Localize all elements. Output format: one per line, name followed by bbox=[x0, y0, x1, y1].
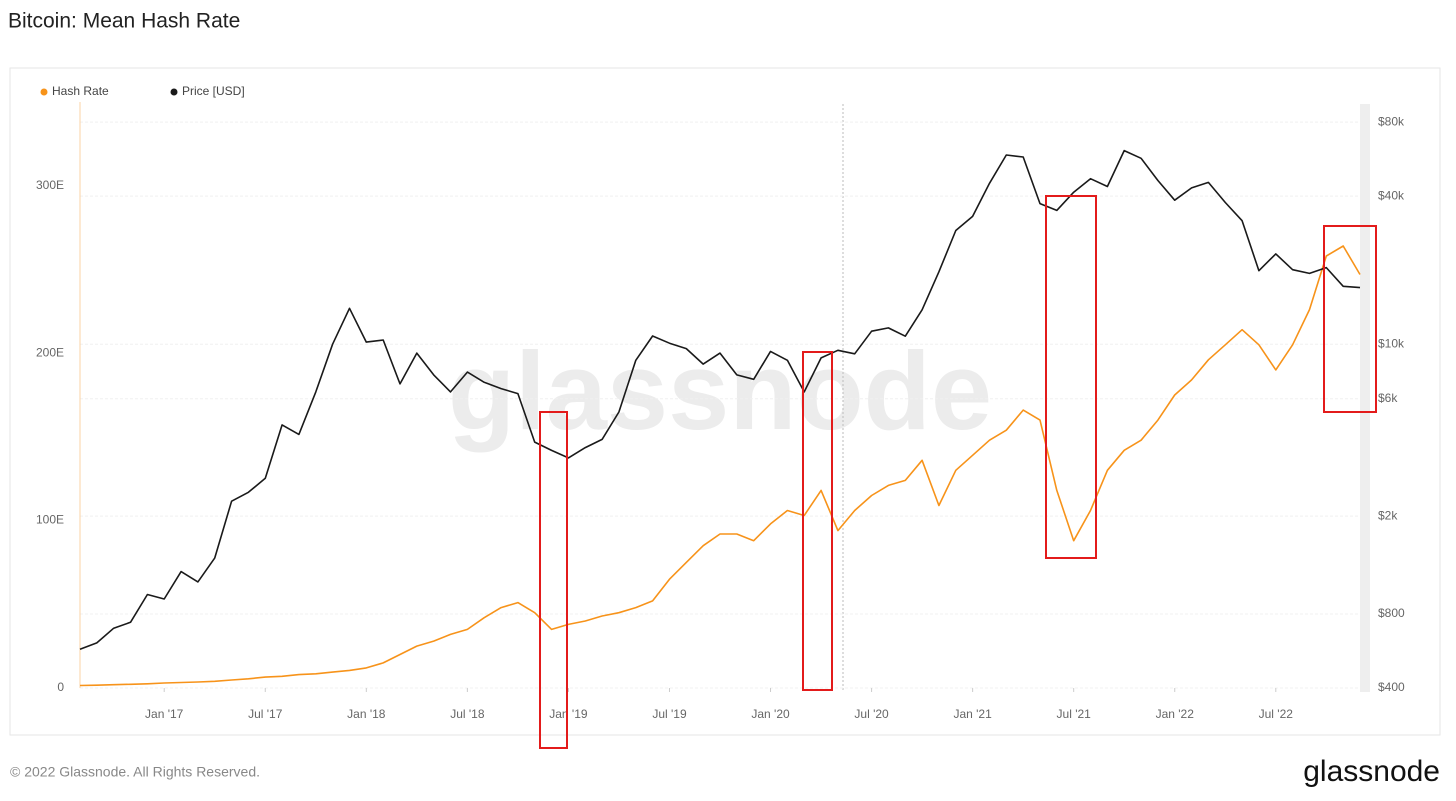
chart-title: Bitcoin: Mean Hash Rate bbox=[8, 10, 240, 33]
legend-marker bbox=[40, 88, 48, 96]
x-tick-label: Jan '19 bbox=[549, 707, 588, 721]
x-tick-label: Jul '19 bbox=[652, 707, 687, 721]
y2-tick-label: $80k bbox=[1378, 114, 1405, 128]
x-tick-label: Jul '18 bbox=[450, 707, 485, 721]
x-tick-label: Jan '21 bbox=[953, 707, 992, 721]
x-tick-label: Jan '22 bbox=[1156, 707, 1195, 721]
x-tick-label: Jan '18 bbox=[347, 707, 386, 721]
highlight-box bbox=[802, 351, 833, 691]
x-tick-label: Jan '17 bbox=[145, 707, 184, 721]
footer: © 2022 Glassnode. All Rights Reserved. bbox=[10, 764, 260, 780]
y2-tick-label: $10k bbox=[1378, 336, 1405, 350]
highlight-box bbox=[1045, 195, 1097, 559]
x-tick-label: Jul '22 bbox=[1259, 707, 1294, 721]
y-tick-label: 100E bbox=[36, 513, 64, 527]
series-line bbox=[79, 245, 1361, 687]
y-tick-label: 200E bbox=[36, 345, 64, 359]
highlight-box bbox=[539, 411, 568, 749]
right-axis-strip bbox=[1360, 104, 1370, 692]
x-tick-label: Jul '17 bbox=[248, 707, 283, 721]
highlight-boxes bbox=[539, 195, 1377, 749]
y2-tick-label: $6k bbox=[1378, 391, 1398, 405]
y-tick-label: 0 bbox=[57, 680, 64, 694]
legend-label: Hash Rate bbox=[52, 84, 109, 98]
chart-frame bbox=[9, 67, 1441, 736]
brand-logo: glassnode bbox=[1303, 755, 1440, 788]
legend-label: Price [USD] bbox=[182, 84, 245, 98]
x-tick-label: Jul '20 bbox=[854, 707, 889, 721]
highlight-box bbox=[1323, 225, 1377, 413]
x-tick-label: Jul '21 bbox=[1057, 707, 1092, 721]
series-line bbox=[79, 149, 1361, 650]
y2-tick-label: $800 bbox=[1378, 606, 1405, 620]
plot-area: $400 $800 $2k $6k $10k $40k $80k 0 100E 200E 300E J… bbox=[36, 84, 1405, 721]
legend-marker bbox=[170, 88, 178, 96]
y2-tick-label: $400 bbox=[1378, 680, 1405, 694]
x-tick-label: Jan '20 bbox=[751, 707, 790, 721]
y-tick-label: 300E bbox=[36, 178, 64, 192]
y2-tick-label: $40k bbox=[1378, 188, 1405, 202]
watermark: glassnode bbox=[448, 330, 992, 453]
y2-tick-label: $2k bbox=[1378, 508, 1398, 522]
